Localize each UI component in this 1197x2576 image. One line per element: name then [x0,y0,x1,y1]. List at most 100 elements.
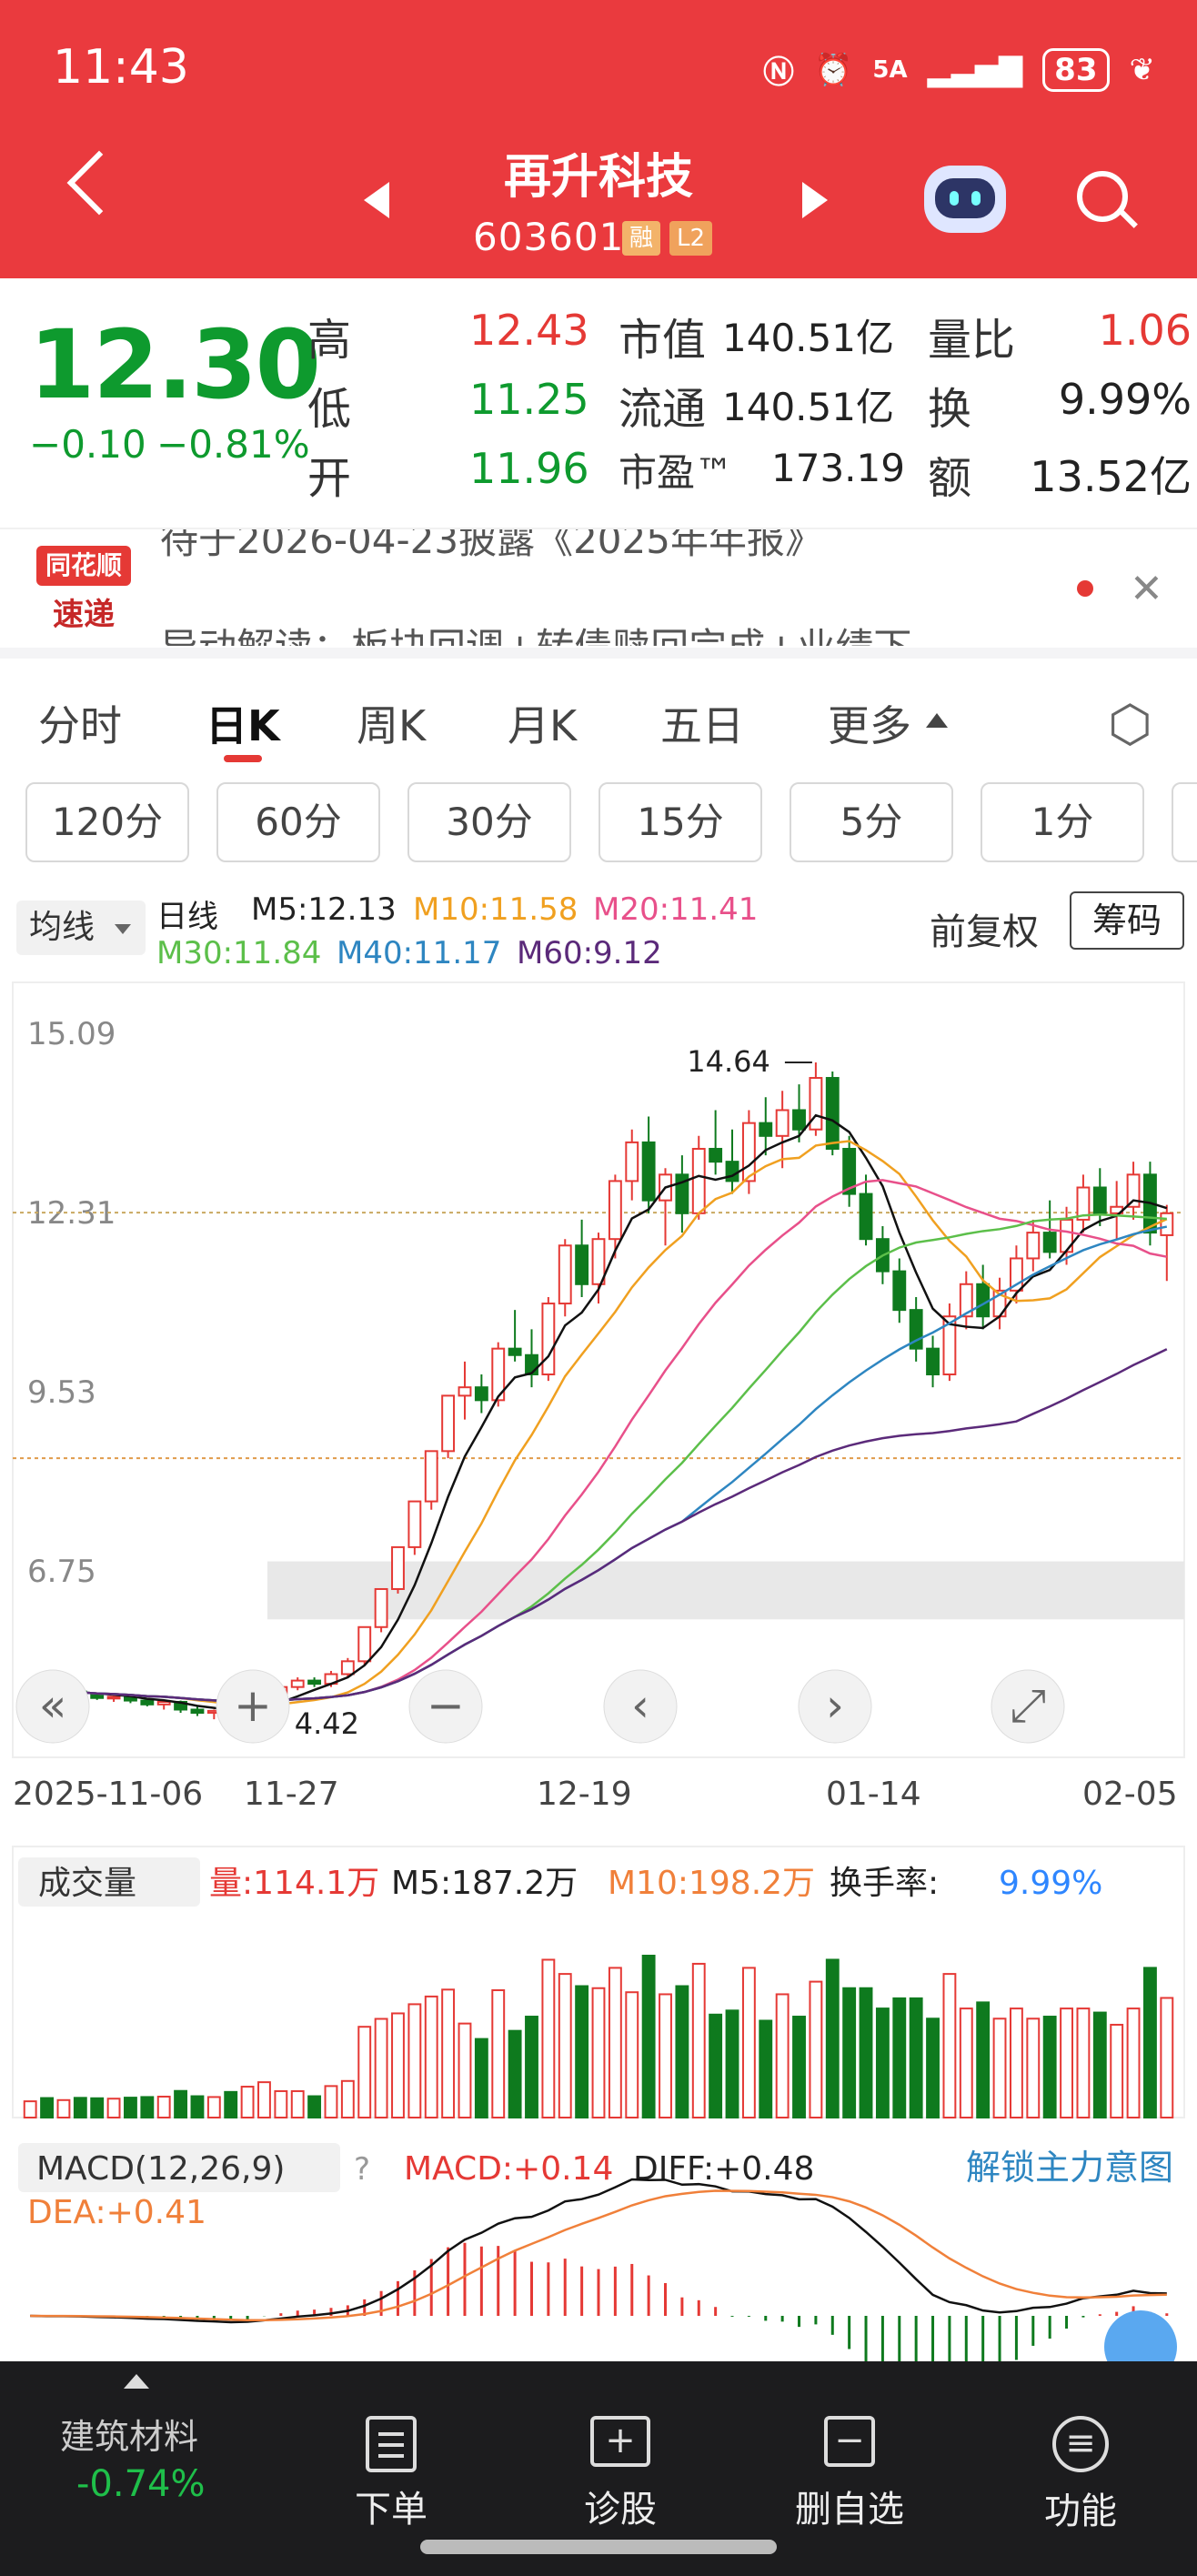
volume-value: 量:114.1万 [209,1865,379,1902]
zoom-out-icon[interactable] [408,1669,483,1744]
tab-timeshare[interactable]: 分时 [38,701,122,750]
y-tick-label: 9.53 [27,1374,96,1411]
scroll-left-icon[interactable] [603,1669,678,1744]
candle-body [106,1696,121,1700]
macd-value: MACD:+0.14 [404,2150,613,2188]
active-tab-indicator [224,755,262,762]
tab-more[interactable]: 更多 [828,701,911,750]
volume-bar [441,1988,456,2119]
volume-bar [842,1987,857,2118]
candle-body [842,1147,857,1195]
volume-bar [525,2016,538,2119]
ma20-value: M20:11.41 [593,891,759,928]
search-icon[interactable] [1077,171,1138,229]
ma60-line [30,1348,1168,1704]
volume-bar [1092,2011,1107,2118]
volume-selector[interactable] [18,1857,200,1907]
candle-body [407,1500,422,1548]
adjust-mode[interactable]: 前复权 [930,911,1039,953]
candle-body [759,1122,773,1137]
period-5min[interactable]: 5分 [790,782,953,862]
volume-bar [759,2019,773,2119]
diff-value: DIFF:+0.48 [633,2150,814,2188]
candle-body [775,1109,790,1137]
logo-bottom: 速递 [53,597,115,633]
sector-caret-icon [124,2374,149,2389]
chart-nav-first-icon[interactable] [15,1669,90,1744]
period-more[interactable] [1172,782,1197,862]
candle-body [1092,1186,1107,1214]
period-15min[interactable]: 15分 [598,782,762,862]
x-tick-label: 11-27 [244,1776,339,1813]
vol-ratio-value: 1.06 [1098,306,1192,355]
chip-button[interactable]: 筹码 [1070,891,1184,950]
macd-selector[interactable] [18,2143,340,2192]
candle-body [859,1192,873,1241]
volume-bar [859,1987,873,2118]
period-1min[interactable]: 1分 [981,782,1144,862]
candle-body [1042,1232,1057,1253]
volume-bar [1042,2016,1057,2119]
volume-bar [307,2095,322,2119]
ma-selector-label: 均线 [29,909,96,946]
period-60min[interactable]: 60分 [216,782,380,862]
volume-bar [591,1987,606,2118]
close-icon[interactable]: ✕ [1130,566,1163,612]
volume-bar [424,1995,438,2119]
volume-bar [741,1967,756,2119]
candle-body [926,1347,940,1376]
tab-weekly-k[interactable]: 周K [357,701,427,750]
period-120min[interactable]: 120分 [25,782,189,862]
volume-selector-label: 成交量 [38,1865,136,1902]
logo-top: 同花顺 [36,546,131,586]
high-marker-label: 14.64 [687,1044,770,1079]
volume-bar [257,2081,271,2119]
candle-body [1126,1173,1141,1208]
amount-label: 额 [928,453,972,504]
ma30-value: M30:11.84 [156,935,322,971]
volume-m5: M5:187.2万 [391,1865,578,1902]
volume-bar [725,2009,739,2119]
function-button[interactable]: ≡ 功能 [1017,2416,1144,2534]
current-price: 12.30 [29,309,321,420]
tab-daily-k[interactable]: 日K [206,701,280,750]
remove-watchlist-label: 删自选 [795,2489,904,2531]
ma10-line [30,1140,1168,1707]
volume-bar [875,2007,890,2118]
tab-five-day[interactable]: 五日 [660,701,744,750]
news-ticker[interactable]: 同花顺 速递 待于2026-04-23披露《2025年年报》 异动解读：板块回调… [0,528,1197,646]
order-button[interactable]: 下单 [327,2416,455,2532]
diagnose-button[interactable]: + 诊股 [557,2416,684,2532]
kline-chart[interactable]: 15.09 12.31 9.53 6.75 14.64 4.42 « + − ‹ › ⤢ 2025-11… [0,973,1197,2361]
tab-monthly-k[interactable]: 月K [508,701,578,750]
candle-body [1026,1232,1041,1260]
network-label: 5A [872,55,908,84]
scroll-right-icon[interactable] [798,1669,872,1744]
turnover-label: 换 [928,384,972,435]
ma-selector[interactable]: 均线 [16,901,146,955]
mcap-label: 市值 [619,315,707,366]
remove-watchlist-icon: − [824,2416,875,2467]
remove-watchlist-button[interactable]: − 删自选 [786,2416,913,2532]
sector-name[interactable]: 建筑材料 [60,2417,199,2457]
candle-body [458,1386,472,1397]
volume-bar [825,1958,840,2119]
robot-assistant-icon[interactable] [924,166,1006,233]
order-label: 下单 [355,2489,428,2531]
period-30min[interactable]: 30分 [407,782,571,862]
volume-bar [775,1993,790,2119]
volume-bar [340,2079,355,2119]
high-label: 高 [307,315,352,366]
volume-bar [1143,1967,1157,2119]
settings-hexagon-icon[interactable]: ⬡ [1108,695,1152,754]
zoom-in-icon[interactable] [216,1669,290,1744]
float-assistant-button[interactable] [1104,2310,1177,2361]
prev-stock-icon[interactable] [364,182,389,218]
x-tick-label: 02-05 [1082,1776,1178,1813]
fullscreen-icon[interactable] [991,1669,1065,1744]
scroll-left-icon-glyph: ‹ [631,1679,649,1732]
function-icon: ≡ [1052,2416,1109,2472]
home-indicator[interactable] [420,2540,777,2554]
next-stock-icon[interactable] [802,182,828,218]
float-value: 140.51亿 [722,385,894,429]
